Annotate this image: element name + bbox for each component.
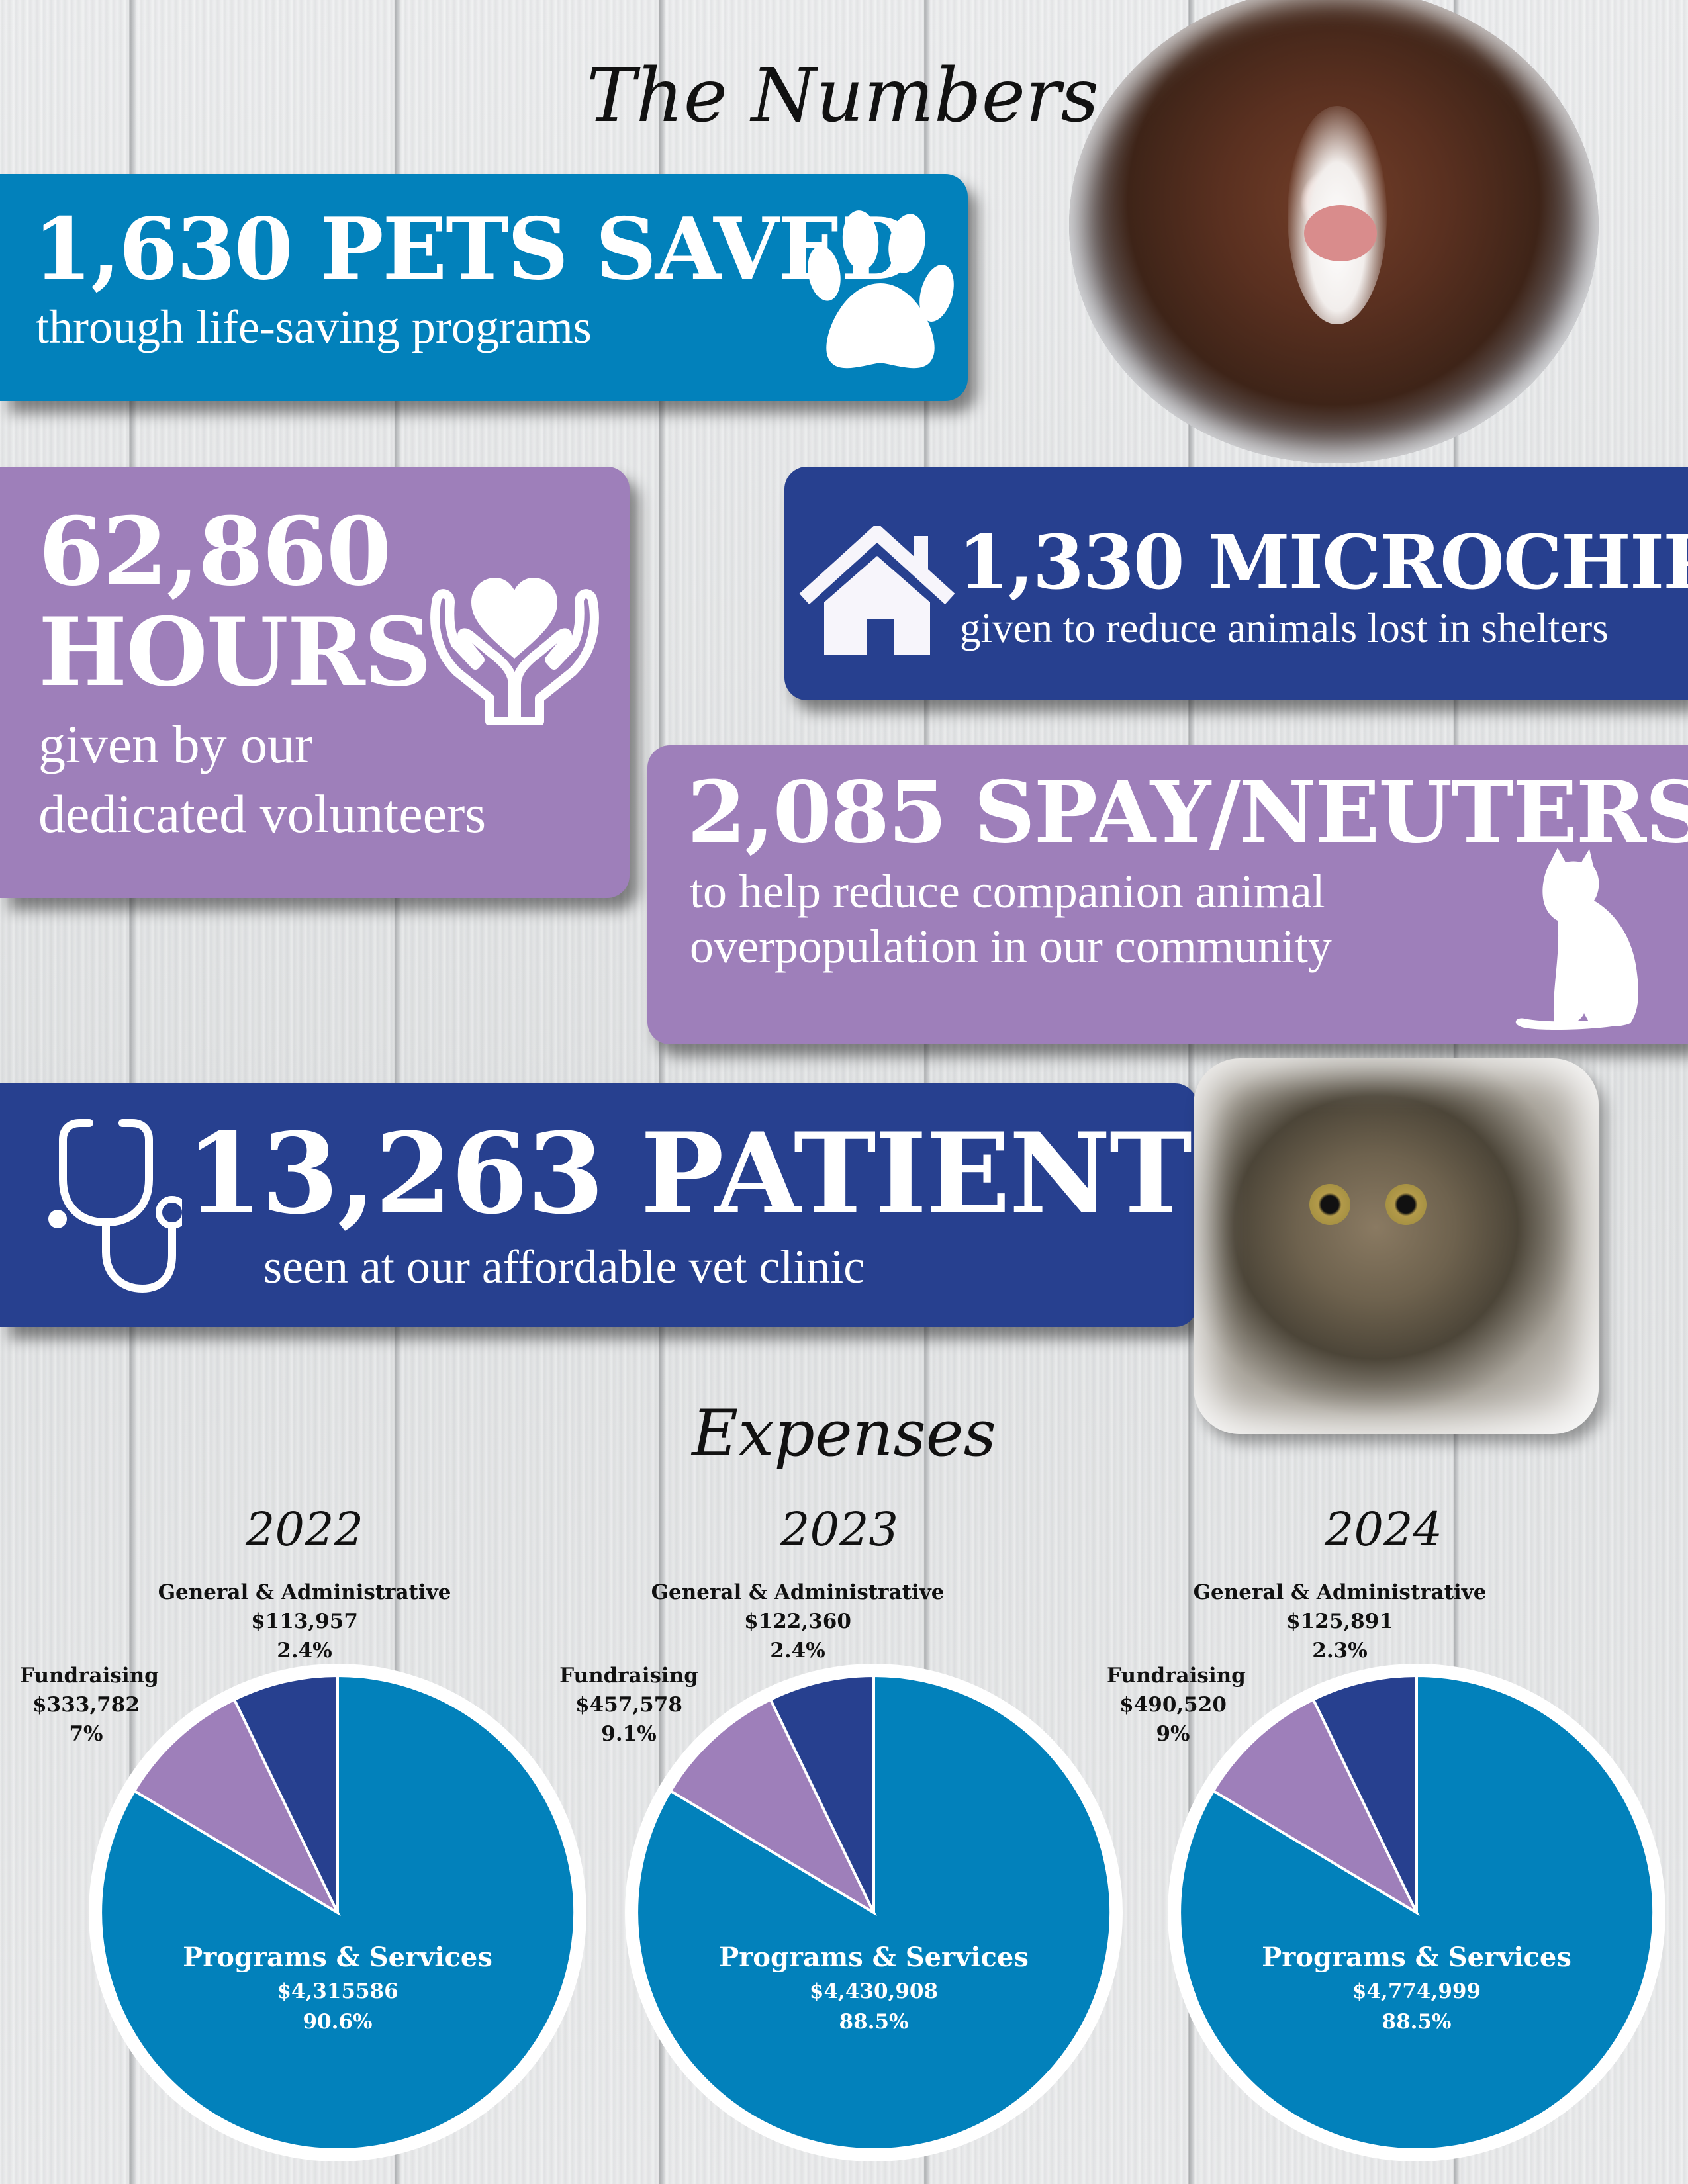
paw-icon	[808, 210, 954, 369]
kitten-photo	[1194, 1058, 1599, 1434]
pie-2024-fundraising-label: Fundraising $490,520 9%	[1107, 1664, 1246, 1746]
patients-headline: 13,263 PATIENTS	[185, 1108, 1271, 1239]
pie-2023-year: 2023	[780, 1502, 899, 1557]
patients-subtitle: seen at our affordable vet clinic	[263, 1240, 865, 1293]
microchips-headline: 1,330 MICROCHIPS	[958, 520, 1688, 606]
spay-neuters-headline: 2,085 SPAY/NEUTERS	[687, 763, 1688, 862]
pie-2022-general-label: General & Administrative $113,957 2.4%	[158, 1580, 451, 1662]
house-icon	[799, 526, 955, 655]
volunteer-hours-subtitle-line1: given by our	[38, 714, 313, 774]
spay-neuters-subtitle-line2: overpopulation in our community	[690, 920, 1332, 973]
volunteer-hours-unit: HOURS	[38, 598, 432, 707]
puppy-nose	[1304, 205, 1377, 261]
volunteer-hours-card: 62,860 HOURS given by our dedicated volu…	[0, 467, 630, 898]
expenses-title: Expenses	[692, 1396, 996, 1471]
page-title: The Numbers	[586, 53, 1100, 139]
microchips-card: 1,330 MICROCHIPS given to reduce animals…	[784, 467, 1688, 700]
pie-2024	[1168, 1664, 1665, 2161]
pets-saved-headline: 1,630 PETS SAVED	[33, 200, 915, 299]
puppy-photo	[1069, 0, 1599, 463]
stethoscope-icon	[48, 1119, 182, 1293]
spay-neuters-subtitle-line1: to help reduce companion animal	[690, 865, 1325, 918]
heart-hands-icon	[430, 578, 599, 725]
pie-2024-general-label: General & Administrative $125,891 2.3%	[1193, 1580, 1487, 1662]
pie-2023-general-label: General & Administrative $122,360 2.4%	[651, 1580, 945, 1662]
pie-2022-programs-label: Programs & Services $4,315586 90.6%	[183, 1942, 492, 2034]
pets-saved-subtitle: through life-saving programs	[36, 300, 592, 353]
pie-2023	[625, 1664, 1123, 2161]
pie-2022	[89, 1664, 586, 2161]
pie-2022-year: 2022	[245, 1502, 364, 1557]
volunteer-hours-number: 62,860	[38, 497, 391, 607]
microchips-subtitle: given to reduce animals lost in shelters	[960, 605, 1609, 651]
pie-2023-programs-label: Programs & Services $4,430,908 88.5%	[719, 1942, 1029, 2034]
pets-saved-card: 1,630 PETS SAVED through life-saving pro…	[0, 174, 968, 401]
cat-icon	[1515, 848, 1638, 1030]
pie-2024-year: 2024	[1324, 1502, 1443, 1557]
pie-2024-programs-label: Programs & Services $4,774,999 88.5%	[1262, 1942, 1571, 2034]
pie-2023-fundraising-label: Fundraising $457,578 9.1%	[559, 1664, 698, 1746]
volunteer-hours-subtitle-line2: dedicated volunteers	[38, 784, 487, 844]
kitten-eye-right	[1385, 1184, 1427, 1225]
pie-2022-fundraising-label: Fundraising $333,782 7%	[20, 1664, 159, 1746]
kitten-eye-left	[1309, 1184, 1350, 1225]
spay-neuters-card: 2,085 SPAY/NEUTERS to help reduce compan…	[647, 745, 1688, 1044]
patients-card: 13,263 PATIENTS seen at our affordable v…	[0, 1083, 1271, 1327]
